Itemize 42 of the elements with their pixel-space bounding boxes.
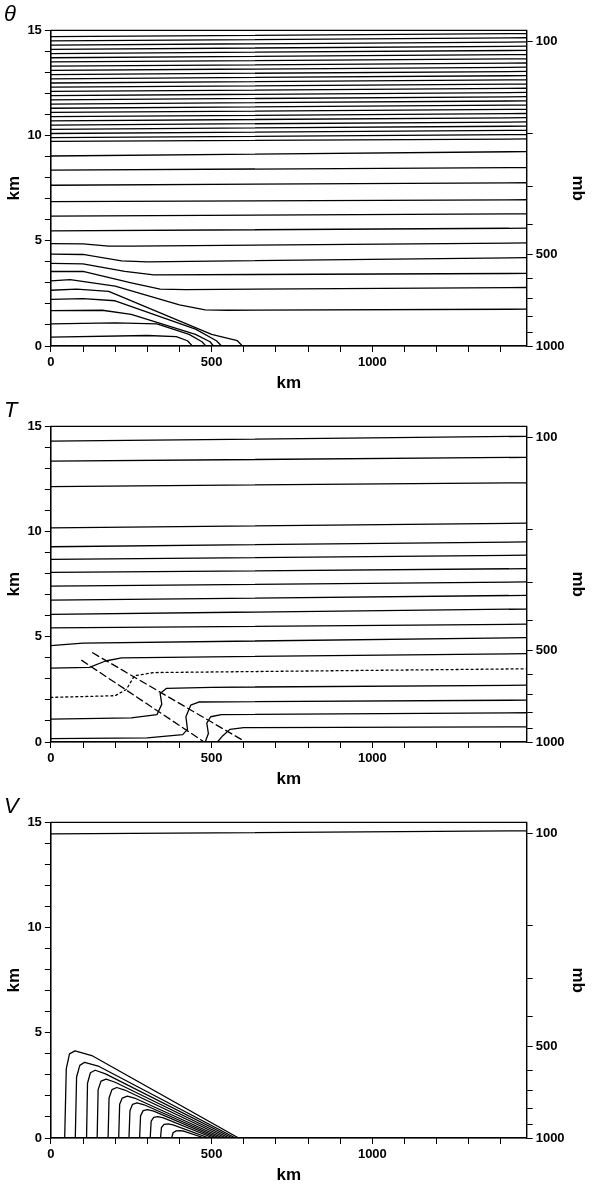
y-tick-label: 10 <box>27 919 42 935</box>
y-axis-title: km <box>3 571 23 597</box>
x-axis-title: km <box>276 373 302 393</box>
y2-axis-title: mb <box>569 967 589 993</box>
y-axis-title: km <box>3 967 23 993</box>
y-tick-label: 5 <box>34 232 42 248</box>
y2-tick-label: 500 <box>535 245 558 261</box>
x-tick-label: 0 <box>47 750 55 766</box>
chart-title: T <box>4 397 19 423</box>
y-axis-title: km <box>3 175 23 201</box>
y2-tick-label: 500 <box>535 1037 558 1053</box>
y2-axis-title: mb <box>569 175 589 201</box>
y2-tick-label: 1000 <box>535 1129 565 1145</box>
y-tick-label: 0 <box>34 337 42 353</box>
y-tick-label: 15 <box>27 417 42 433</box>
x-axis-title: km <box>276 1165 302 1185</box>
x-tick-label: 1000 <box>357 354 387 370</box>
y-tick-label: 15 <box>27 813 42 829</box>
y2-tick-label: 100 <box>535 825 558 841</box>
y2-tick-label: 1000 <box>535 337 565 353</box>
y-tick-label: 15 <box>27 21 42 37</box>
y-tick-label: 0 <box>34 1129 42 1145</box>
chart-title: θ <box>4 1 16 27</box>
y2-tick-label: 1000 <box>535 733 565 749</box>
y2-axis-title: mb <box>569 571 589 597</box>
y2-tick-label: 100 <box>535 33 558 49</box>
x-tick-label: 0 <box>47 354 55 370</box>
x-tick-label: 500 <box>200 750 223 766</box>
y2-tick-label: 500 <box>535 641 558 657</box>
chart-title: V <box>4 793 21 819</box>
y-tick-label: 10 <box>27 127 42 143</box>
x-tick-label: 500 <box>200 1146 223 1162</box>
y-tick-label: 5 <box>34 628 42 644</box>
y-tick-label: 10 <box>27 523 42 539</box>
y-tick-label: 5 <box>34 1024 42 1040</box>
x-tick-label: 1000 <box>357 1146 387 1162</box>
y-tick-label: 0 <box>34 733 42 749</box>
x-tick-label: 0 <box>47 1146 55 1162</box>
x-tick-label: 1000 <box>357 750 387 766</box>
y2-tick-label: 100 <box>535 429 558 445</box>
x-tick-label: 500 <box>200 354 223 370</box>
x-axis-title: km <box>276 769 302 789</box>
